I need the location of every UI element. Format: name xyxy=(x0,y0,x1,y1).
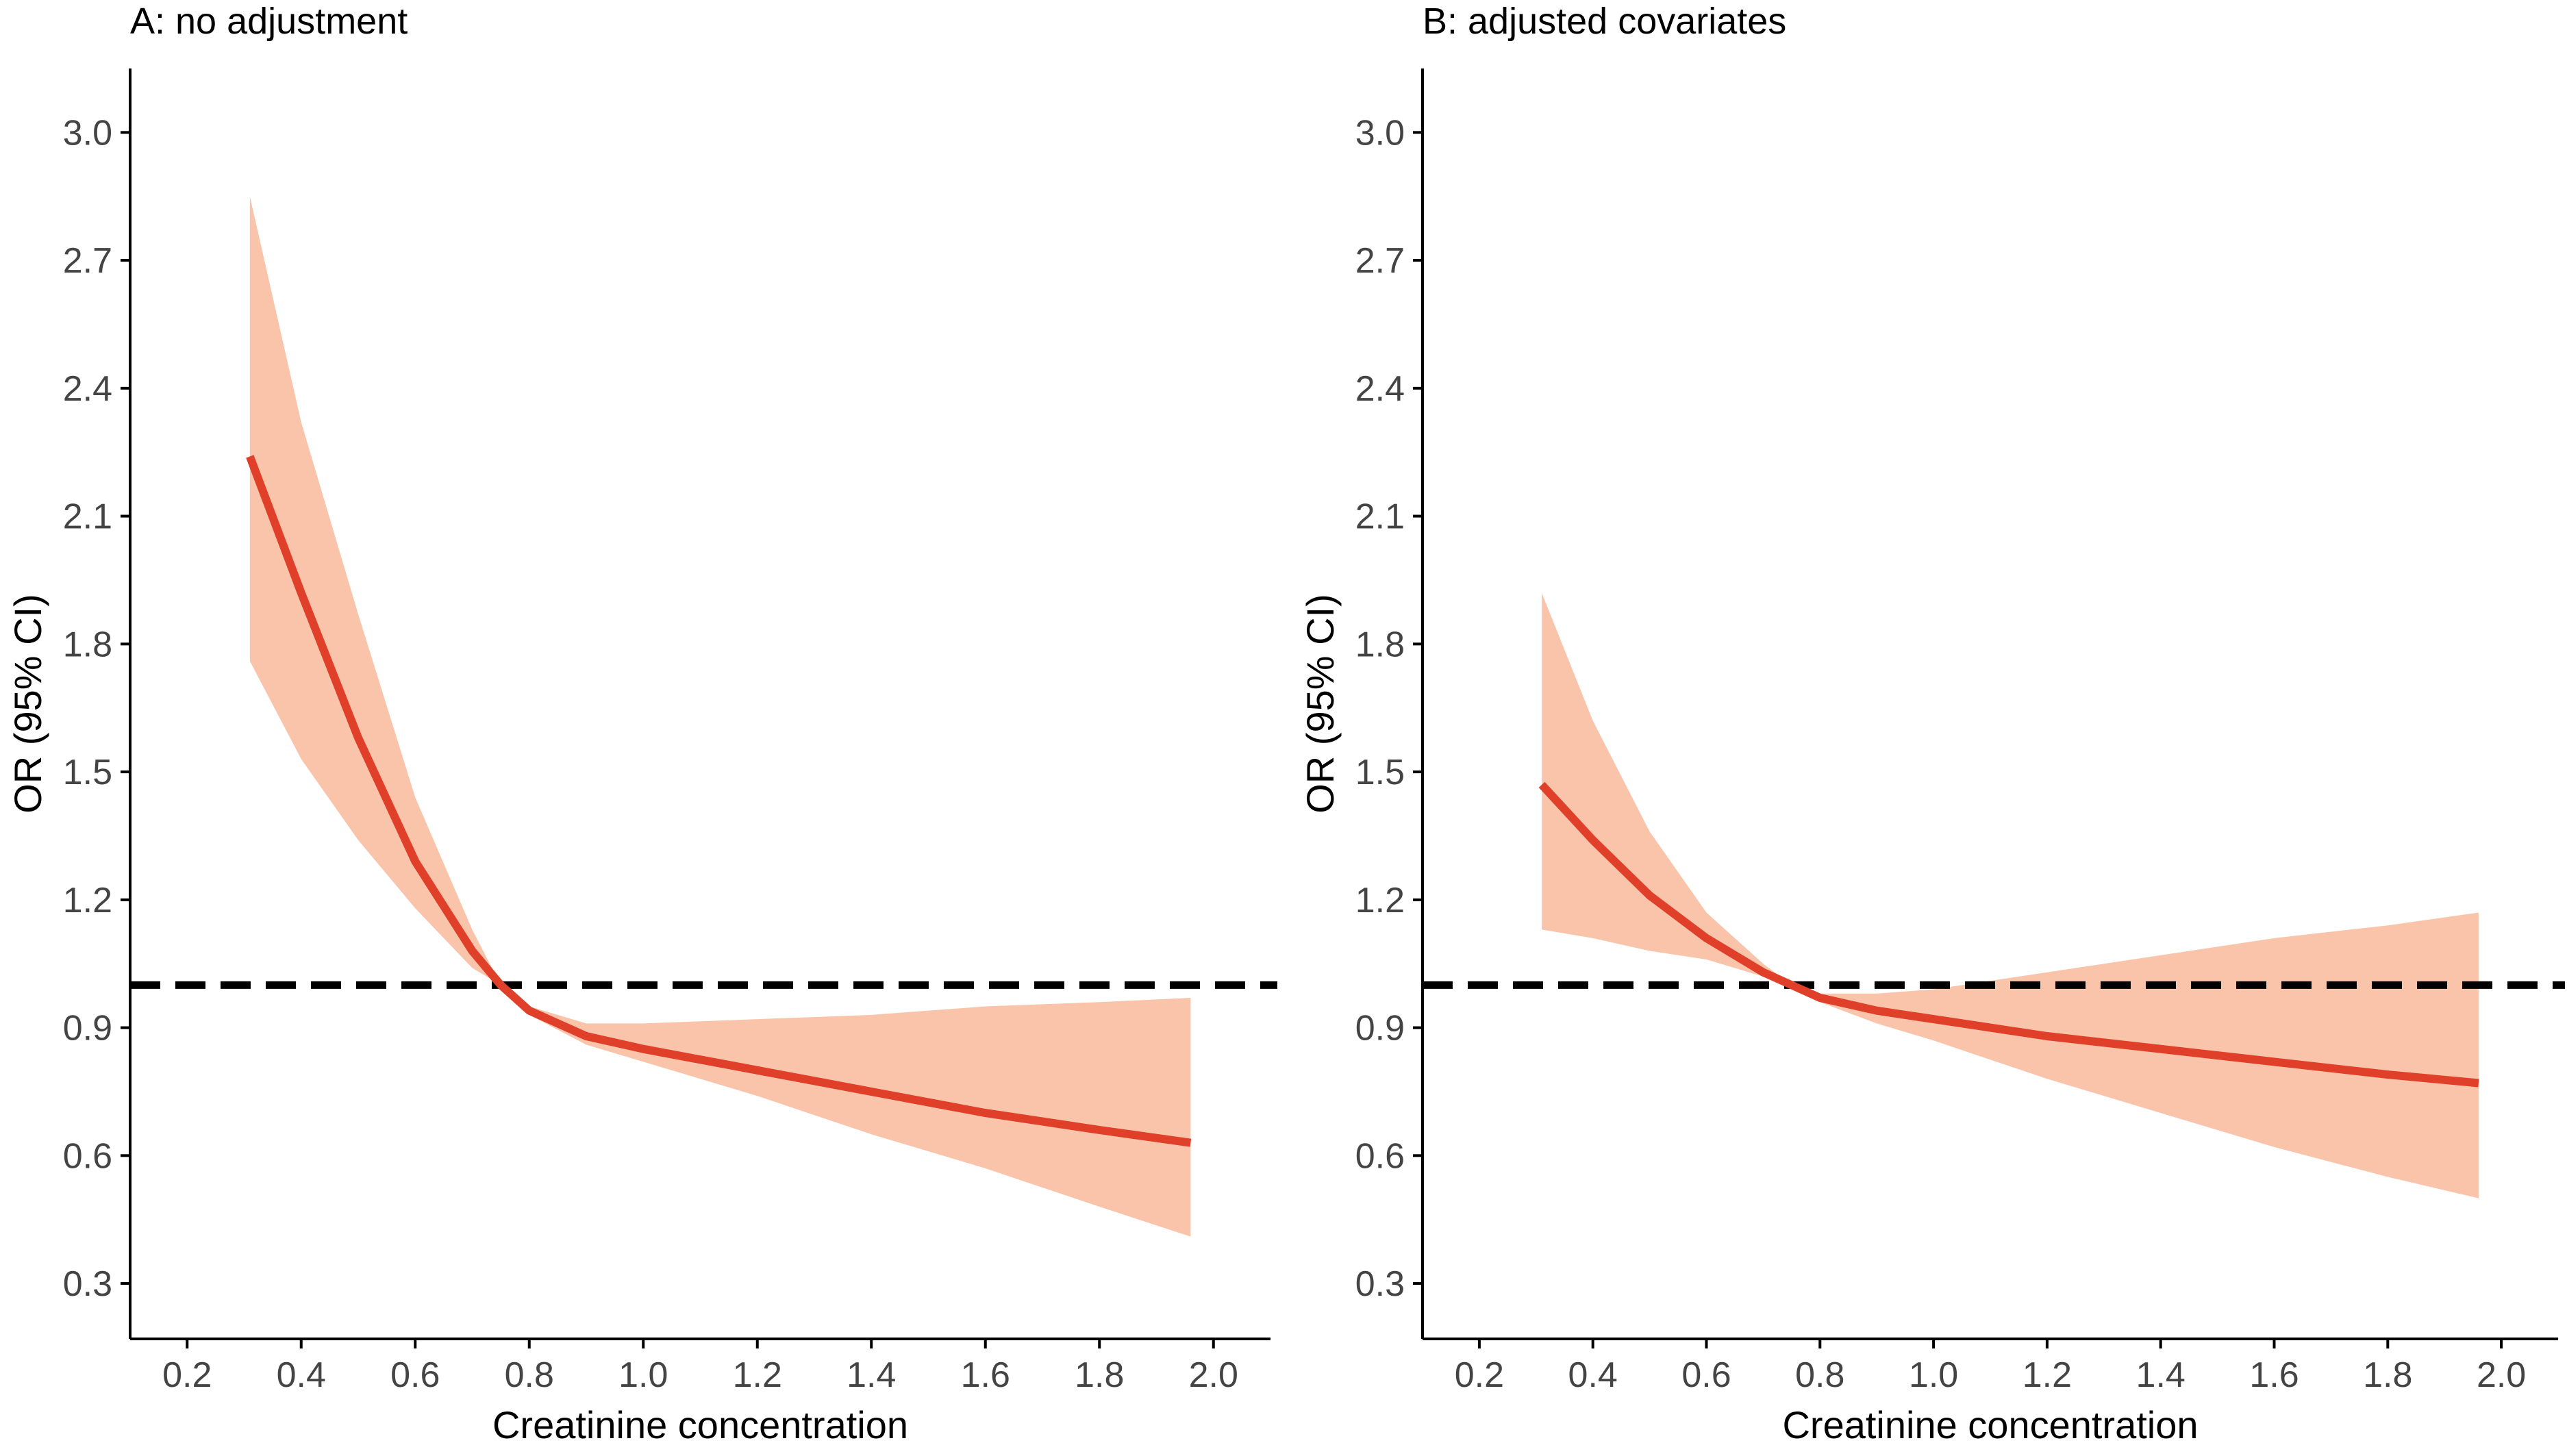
x-tick-label: 0.4 xyxy=(277,1355,326,1395)
x-tick-label: 1.6 xyxy=(2249,1355,2299,1395)
y-tick-label: 3.0 xyxy=(1355,113,1405,153)
x-tick-label: 0.2 xyxy=(162,1355,212,1395)
x-tick-label: 0.6 xyxy=(390,1355,440,1395)
y-axis-label: OR (95% CI) xyxy=(6,594,49,814)
x-tick-label: 0.6 xyxy=(1681,1355,1731,1395)
y-tick-label: 3.0 xyxy=(63,113,112,153)
y-tick-label: 0.3 xyxy=(1355,1264,1405,1304)
y-tick-label: 1.8 xyxy=(1355,625,1405,664)
panel-b-title: B: adjusted covariates xyxy=(1423,1,1787,42)
or-curve xyxy=(246,455,1192,1147)
x-tick-label: 1.2 xyxy=(2023,1355,2072,1395)
x-tick-label: 1.0 xyxy=(1909,1355,1958,1395)
x-tick-label: 1.4 xyxy=(2136,1355,2186,1395)
y-tick-label: 1.8 xyxy=(63,625,112,664)
x-tick-label: 0.4 xyxy=(1568,1355,1618,1395)
y-tick-label: 1.2 xyxy=(1355,881,1405,920)
x-tick-label: 1.8 xyxy=(2363,1355,2412,1395)
x-tick-label: 1.2 xyxy=(733,1355,782,1395)
y-tick-label: 0.9 xyxy=(1355,1009,1405,1049)
x-tick-label: 2.0 xyxy=(2477,1355,2526,1395)
y-tick-label: 0.9 xyxy=(63,1009,112,1049)
x-tick-label: 1.8 xyxy=(1075,1355,1124,1395)
panel-a: 0.3 0.6 0.9 1.2 1.5 1.8 2.1 2.4 2.7 3.0 0.2 0.4 0.6 0… xyxy=(6,68,1277,1446)
y-tick-label: 2.7 xyxy=(63,241,112,281)
panel-b: 0.3 0.6 0.9 1.2 1.5 1.8 2.1 2.4 2.7 3.0 0.2 0.4 0.6 0… xyxy=(1299,68,2565,1446)
x-tick-label: 1.0 xyxy=(618,1355,668,1395)
confidence-band xyxy=(1542,592,2479,1198)
x-tick-label: 0.8 xyxy=(1795,1355,1844,1395)
y-tick-label: 2.4 xyxy=(63,369,112,409)
y-tick-label: 2.4 xyxy=(1355,369,1405,409)
y-tick-label: 2.1 xyxy=(1355,497,1405,537)
x-tick-label: 0.8 xyxy=(505,1355,554,1395)
y-tick-label: 0.6 xyxy=(63,1136,112,1176)
x-tick-label: 2.0 xyxy=(1189,1355,1238,1395)
or-curve xyxy=(1538,781,2479,1088)
panel-a-title: A: no adjustment xyxy=(130,1,408,42)
y-axis-label: OR (95% CI) xyxy=(1299,594,1342,814)
x-axis-label: Creatinine concentration xyxy=(1782,1403,2198,1446)
y-tick-label: 1.5 xyxy=(1355,753,1405,792)
y-tick-label: 2.7 xyxy=(1355,241,1405,281)
y-tick-label: 0.6 xyxy=(1355,1136,1405,1176)
confidence-band xyxy=(249,196,1191,1237)
y-tick-label: 2.1 xyxy=(63,497,112,537)
y-tick-label: 1.2 xyxy=(63,881,112,920)
x-tick-label: 1.6 xyxy=(961,1355,1010,1395)
x-tick-label: 0.2 xyxy=(1455,1355,1504,1395)
y-tick-label: 0.3 xyxy=(63,1264,112,1304)
y-tick-label: 1.5 xyxy=(63,753,112,792)
x-tick-label: 1.4 xyxy=(847,1355,896,1395)
x-axis-label: Creatinine concentration xyxy=(492,1403,908,1446)
